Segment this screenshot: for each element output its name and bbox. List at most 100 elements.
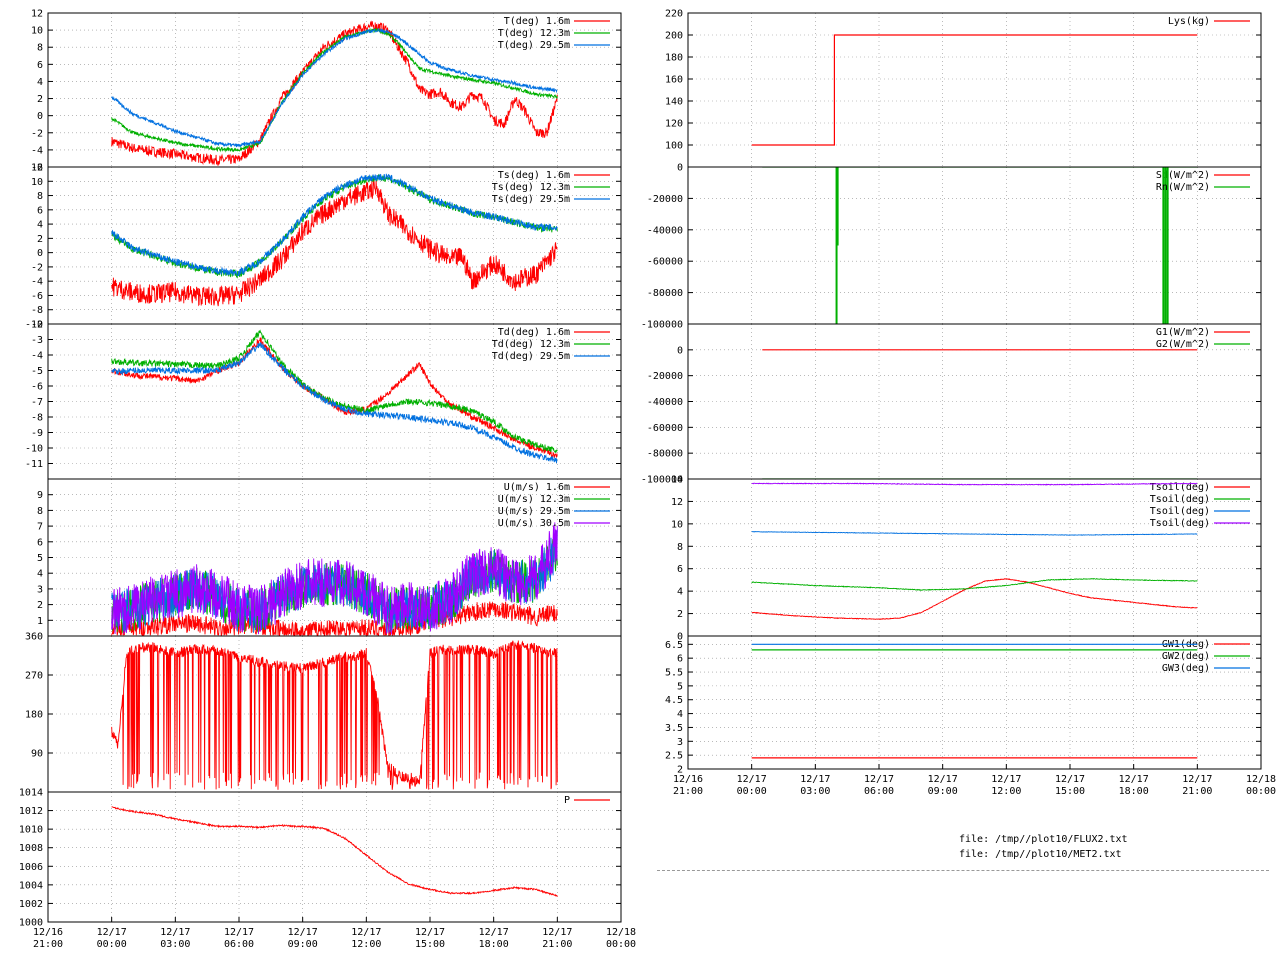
y-tick-label: -4 (31, 145, 43, 156)
x-axis-left-time-label: 00:00 (97, 939, 127, 950)
y-tick-label: 8 (37, 191, 43, 202)
y-tick-label: 100 (665, 141, 683, 152)
series-line (111, 177, 558, 307)
y-tick-label: 1004 (19, 880, 43, 891)
x-axis-right-time-label: 21:00 (1182, 786, 1212, 797)
y-tick-label: 8 (37, 506, 43, 517)
y-tick-label: 6.5 (665, 640, 683, 651)
y-tick-label: 4 (37, 569, 43, 580)
y-tick-label: 1010 (19, 825, 43, 836)
y-tick-label: 1012 (19, 806, 43, 817)
y-tick-label: 3.5 (665, 723, 683, 734)
y-tick-label: -2 (31, 128, 43, 139)
plot-frame (687, 12, 1262, 168)
y-tick-label: -6 (31, 382, 43, 393)
y-tick-label: 2 (37, 234, 43, 245)
separator-line (657, 870, 1269, 871)
y-tick-label: 6 (677, 564, 683, 575)
y-tick-label: 180 (25, 710, 43, 721)
x-axis-left-date-label: 12/17 (97, 927, 127, 938)
x-axis-left-date-label: 12/17 (160, 927, 190, 938)
x-axis-right-date-label: 12/17 (991, 774, 1021, 785)
y-tick-label: 90 (31, 749, 43, 760)
legend-label: Tsoil(deg) (1150, 482, 1210, 493)
y-tick-label: 10 (31, 26, 43, 37)
y-tick-label: 360 (25, 632, 43, 643)
y-tick-label: -3 (31, 335, 43, 346)
y-tick-label: 1000 (19, 918, 43, 929)
y-tick-label: -20000 (647, 371, 683, 382)
y-tick-label: -2 (31, 262, 43, 273)
series-line (751, 578, 1198, 621)
legend-label: U(m/s) 29.5m (498, 506, 570, 517)
y-tick-label: 5 (677, 681, 683, 692)
y-tick-label: -7 (31, 397, 43, 408)
y-tick-label: -100000 (641, 475, 683, 486)
x-axis-right-time-label: 21:00 (673, 786, 703, 797)
x-axis-right-time-label: 03:00 (800, 786, 830, 797)
y-tick-label: 9 (37, 490, 43, 501)
y-tick-label: -20000 (647, 194, 683, 205)
y-tick-label: -4 (31, 351, 43, 362)
y-tick-label: -5 (31, 366, 43, 377)
series-line (111, 342, 558, 464)
x-axis-right-time-label: 00:00 (1246, 786, 1276, 797)
y-tick-label: -9 (31, 428, 43, 439)
y-tick-label: 6 (677, 654, 683, 665)
file-label-flux: file: /tmp//plot10/FLUX2.txt (959, 834, 1128, 845)
y-tick-label: -11 (25, 459, 43, 470)
y-tick-label: 1014 (19, 788, 43, 799)
x-axis-right-time-label: 06:00 (864, 786, 894, 797)
legend-label: Td(deg) 1.6m (498, 327, 570, 338)
y-tick-label: 12 (671, 497, 683, 508)
x-axis-left-date-label: 12/17 (288, 927, 318, 938)
series-line (111, 28, 558, 148)
legend-label: Sd(W/m^2) (1156, 170, 1210, 181)
y-tick-label: 1008 (19, 843, 43, 854)
series-line (111, 27, 558, 153)
y-tick-label: 1002 (19, 899, 43, 910)
x-axis-right-date-label: 12/17 (1119, 774, 1149, 785)
x-axis-left-date-label: 12/17 (224, 927, 254, 938)
y-tick-label: 7 (37, 522, 43, 533)
x-axis-right-date-label: 12/17 (1055, 774, 1085, 785)
y-tick-label: -8 (31, 413, 43, 424)
y-tick-label: 140 (665, 97, 683, 108)
y-tick-label: -40000 (647, 225, 683, 236)
x-axis-left-date-label: 12/17 (542, 927, 572, 938)
x-axis-left-time-label: 15:00 (415, 939, 445, 950)
legend-label: GW3(deg) (1162, 663, 1210, 674)
y-tick-label: 10 (671, 519, 683, 530)
y-tick-label: 2 (677, 765, 683, 776)
y-tick-label: 6 (37, 205, 43, 216)
y-tick-label: 160 (665, 75, 683, 86)
x-axis-right-date-label: 12/17 (928, 774, 958, 785)
x-axis-right-date-label: 12/16 (673, 774, 703, 785)
y-tick-label: 200 (665, 31, 683, 42)
y-tick-label: -40000 (647, 397, 683, 408)
legend-label: P (564, 795, 570, 806)
x-axis-right-time-label: 18:00 (1119, 786, 1149, 797)
y-tick-label: -6 (31, 163, 43, 174)
y-tick-label: 0 (677, 345, 683, 356)
x-axis-left-date-label: 12/18 (606, 927, 636, 938)
x-axis-right-date-label: 12/18 (1246, 774, 1276, 785)
y-tick-label: 1 (37, 616, 43, 627)
y-tick-label: -60000 (647, 423, 683, 434)
legend-label: U(m/s) 12.3m (498, 494, 570, 505)
series-line (751, 34, 1198, 146)
series-line (111, 20, 558, 166)
legend-label: Td(deg) 29.5m (492, 351, 570, 362)
x-axis-left-date-label: 12/17 (479, 927, 509, 938)
y-tick-label: 3 (677, 737, 683, 748)
y-tick-label: 3 (37, 584, 43, 595)
y-tick-label: 2 (677, 609, 683, 620)
y-tick-label: -80000 (647, 288, 683, 299)
series-line (111, 522, 558, 635)
series-line (751, 482, 1198, 486)
series-line (111, 337, 558, 458)
y-tick-label: 1006 (19, 862, 43, 873)
x-axis-left-date-label: 12/17 (415, 927, 445, 938)
y-tick-label: 0 (677, 163, 683, 174)
